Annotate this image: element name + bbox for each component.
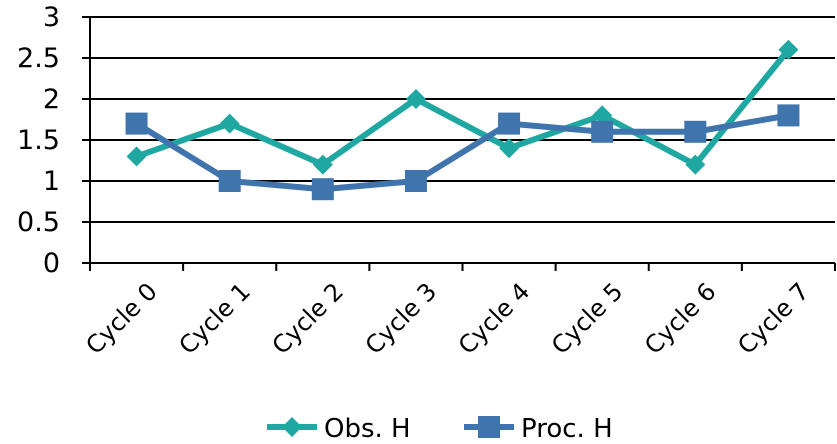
- y-tick-label: 0: [43, 248, 60, 279]
- data-point: [499, 138, 520, 159]
- y-tick-label: 2: [43, 84, 60, 115]
- data-point: [219, 113, 240, 134]
- x-tick-label: Cycle 1: [174, 277, 256, 359]
- legend-marker-1: [282, 417, 302, 437]
- data-point: [218, 170, 241, 192]
- y-tick-label: 0.5: [17, 207, 60, 238]
- data-point: [404, 170, 427, 192]
- gridlines: [90, 16, 835, 223]
- y-tick-label: 3: [43, 2, 60, 33]
- x-tick-label: Cycle 3: [360, 277, 442, 359]
- data-point: [777, 104, 800, 127]
- data-point: [125, 112, 148, 135]
- data-point: [778, 39, 799, 60]
- data-point: [312, 154, 333, 175]
- series-markers: [125, 39, 800, 201]
- y-tick-label: 1.5: [17, 125, 60, 156]
- data-point: [592, 105, 613, 126]
- series-line-2: [134, 112, 789, 193]
- x-tick-label: Cycle 7: [732, 277, 814, 359]
- series-lines: [134, 47, 791, 193]
- x-tick-label: Cycle 2: [267, 277, 349, 359]
- data-point: [405, 89, 426, 109]
- x-tick-label: Cycle 6: [639, 277, 721, 359]
- x-tick-labels: Cycle 0 Cycle 1 Cycle 2 Cycle 3 Cycle 4 Cycle…: [80, 277, 814, 359]
- data-point: [591, 120, 614, 143]
- data-point: [126, 146, 147, 167]
- y-tick-label: 1: [43, 166, 60, 197]
- x-tick-label: Cycle 0: [80, 277, 162, 359]
- data-point: [498, 112, 521, 135]
- data-point: [311, 178, 334, 201]
- axes: [82, 16, 836, 271]
- legend-label: Proc. H: [521, 414, 613, 444]
- data-point: [684, 120, 707, 143]
- series-line-1: [135, 47, 791, 168]
- y-tick-labels: 0 0.5 1 1.5 2 2.5 3: [17, 2, 60, 279]
- data-point: [685, 154, 706, 175]
- legend-label: Obs. H: [324, 414, 411, 444]
- x-tick-label: Cycle 5: [546, 277, 628, 359]
- legend: Obs. H Proc. H: [267, 414, 613, 444]
- legend-marker-2: [478, 416, 500, 438]
- x-tick-label: Cycle 4: [453, 277, 535, 359]
- y-tick-label: 2.5: [17, 43, 60, 74]
